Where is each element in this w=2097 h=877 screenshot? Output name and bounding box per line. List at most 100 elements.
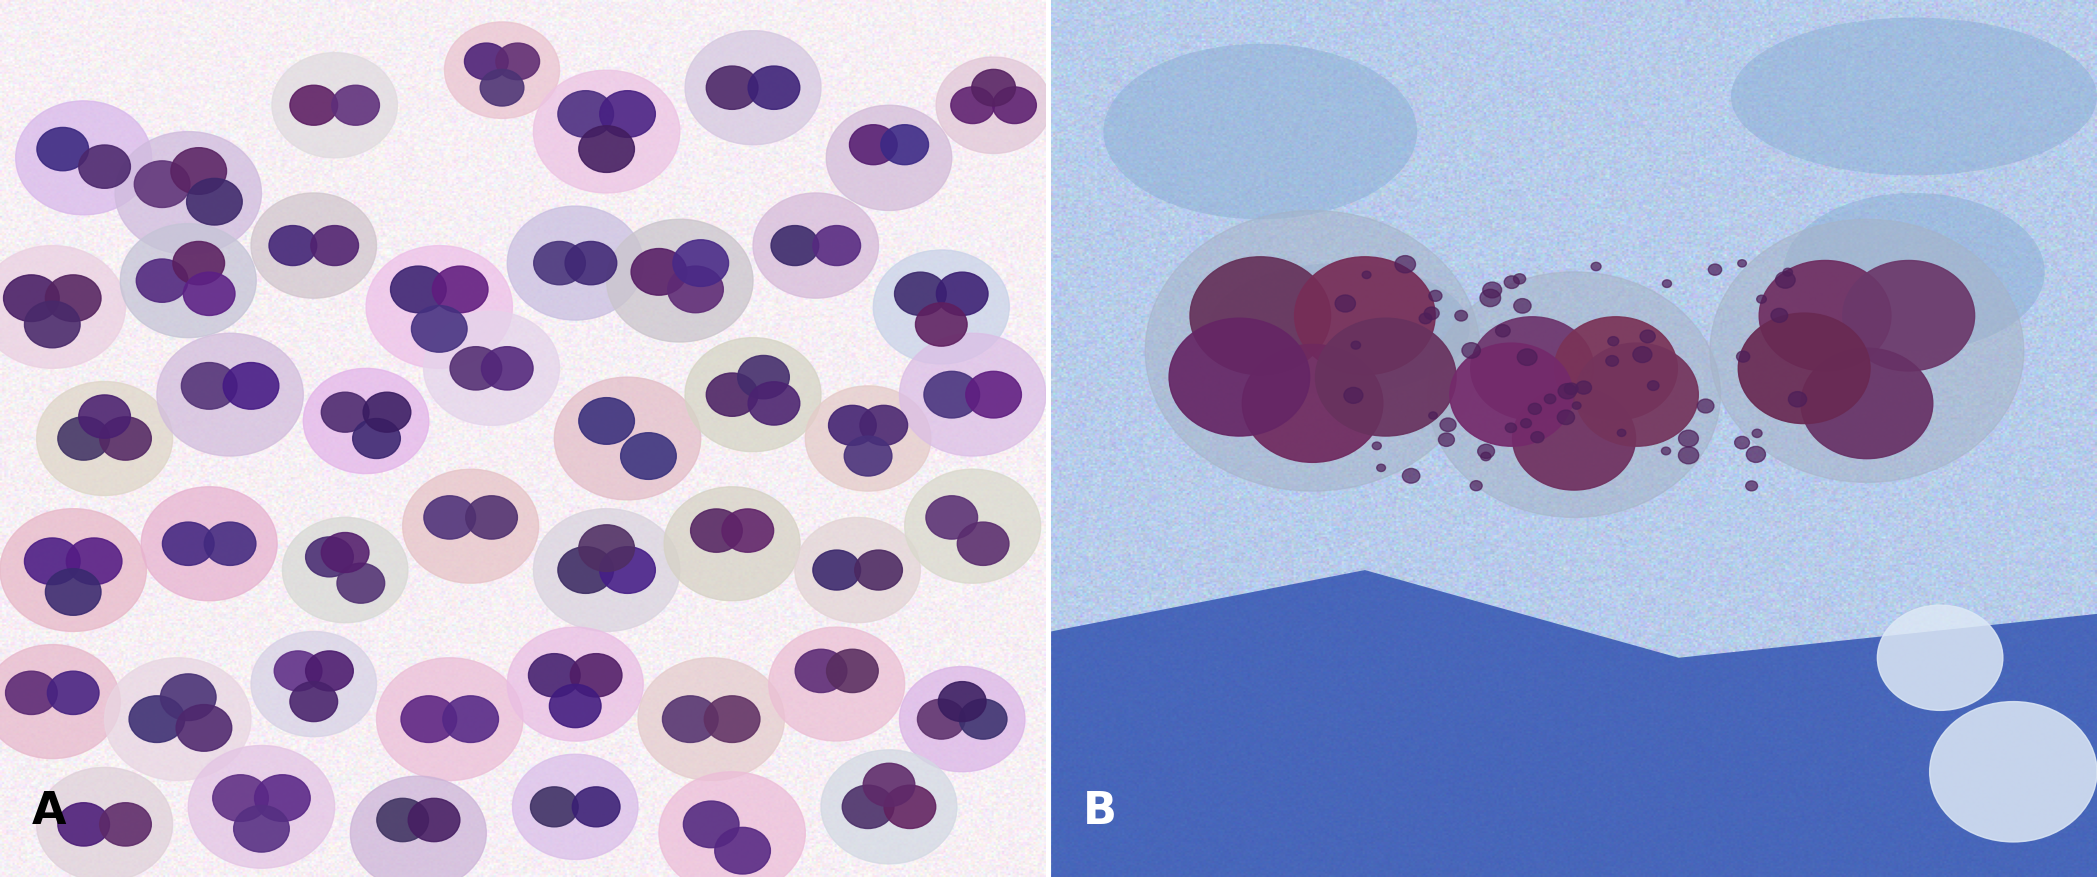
Circle shape xyxy=(1514,298,1531,313)
Circle shape xyxy=(663,695,717,743)
Circle shape xyxy=(80,145,130,189)
Circle shape xyxy=(1577,381,1592,394)
Circle shape xyxy=(770,627,904,741)
Circle shape xyxy=(306,651,352,691)
Circle shape xyxy=(900,333,1046,456)
Circle shape xyxy=(937,681,986,722)
Circle shape xyxy=(690,509,742,553)
Circle shape xyxy=(826,105,952,210)
Circle shape xyxy=(814,550,860,590)
Circle shape xyxy=(971,69,1015,106)
Circle shape xyxy=(1745,481,1757,491)
Circle shape xyxy=(579,125,635,173)
Circle shape xyxy=(140,487,277,601)
Circle shape xyxy=(637,658,784,781)
Circle shape xyxy=(1529,403,1541,414)
Circle shape xyxy=(937,272,988,316)
Circle shape xyxy=(25,538,80,585)
Circle shape xyxy=(631,248,686,296)
Circle shape xyxy=(872,250,1009,364)
Circle shape xyxy=(424,496,476,539)
Circle shape xyxy=(1363,271,1371,279)
Circle shape xyxy=(352,418,401,459)
Circle shape xyxy=(1478,445,1495,459)
Circle shape xyxy=(1663,280,1671,288)
Circle shape xyxy=(570,653,623,697)
Circle shape xyxy=(665,487,801,601)
Circle shape xyxy=(289,85,338,125)
Circle shape xyxy=(1789,392,1808,407)
Circle shape xyxy=(1640,330,1655,343)
Circle shape xyxy=(1495,324,1510,337)
Circle shape xyxy=(1753,429,1761,438)
Circle shape xyxy=(466,496,518,539)
Circle shape xyxy=(212,774,268,822)
Circle shape xyxy=(120,224,256,338)
Circle shape xyxy=(843,785,893,829)
Circle shape xyxy=(549,684,602,728)
Circle shape xyxy=(795,649,847,693)
Circle shape xyxy=(1462,343,1480,358)
Circle shape xyxy=(187,178,243,225)
Circle shape xyxy=(1801,348,1933,459)
Circle shape xyxy=(482,346,533,390)
Circle shape xyxy=(535,241,585,285)
Circle shape xyxy=(172,241,224,285)
Text: B: B xyxy=(1082,790,1116,833)
Circle shape xyxy=(826,649,879,693)
Text: A: A xyxy=(31,790,65,833)
Circle shape xyxy=(738,355,788,399)
Polygon shape xyxy=(1051,570,2097,877)
Circle shape xyxy=(1480,453,1491,460)
Circle shape xyxy=(203,522,256,566)
Circle shape xyxy=(895,272,946,316)
Circle shape xyxy=(753,193,879,298)
Ellipse shape xyxy=(1730,18,2097,175)
Circle shape xyxy=(805,386,931,491)
Circle shape xyxy=(667,266,723,313)
Circle shape xyxy=(579,524,635,572)
Circle shape xyxy=(721,509,774,553)
Circle shape xyxy=(338,563,384,603)
Circle shape xyxy=(130,695,185,743)
Circle shape xyxy=(1634,346,1652,362)
Circle shape xyxy=(795,517,921,623)
Circle shape xyxy=(59,802,109,846)
Circle shape xyxy=(684,801,738,848)
Circle shape xyxy=(0,509,147,631)
Circle shape xyxy=(1470,317,1594,420)
Circle shape xyxy=(686,31,822,145)
Circle shape xyxy=(1678,431,1699,447)
Circle shape xyxy=(1371,442,1382,450)
Circle shape xyxy=(161,674,216,721)
Circle shape xyxy=(1520,418,1531,428)
Circle shape xyxy=(1877,605,2003,710)
Circle shape xyxy=(1403,468,1420,483)
Circle shape xyxy=(927,496,977,539)
Circle shape xyxy=(1470,481,1483,491)
Circle shape xyxy=(507,206,644,320)
Circle shape xyxy=(321,392,369,432)
Circle shape xyxy=(1592,262,1602,271)
Circle shape xyxy=(331,85,380,125)
Circle shape xyxy=(1736,351,1749,362)
Circle shape xyxy=(1518,349,1537,366)
Circle shape xyxy=(310,225,359,266)
Circle shape xyxy=(707,66,757,110)
Circle shape xyxy=(36,381,172,496)
Circle shape xyxy=(958,522,1009,566)
Circle shape xyxy=(1378,464,1386,472)
Circle shape xyxy=(507,627,644,741)
Circle shape xyxy=(401,695,457,743)
Circle shape xyxy=(1558,410,1575,424)
Circle shape xyxy=(845,436,891,476)
Circle shape xyxy=(707,373,757,417)
Circle shape xyxy=(182,272,235,316)
Ellipse shape xyxy=(1103,44,1418,219)
Circle shape xyxy=(67,538,122,585)
Circle shape xyxy=(1929,702,2097,842)
Ellipse shape xyxy=(1208,263,1470,395)
Circle shape xyxy=(1843,260,1975,371)
Circle shape xyxy=(101,802,151,846)
Circle shape xyxy=(916,303,967,346)
